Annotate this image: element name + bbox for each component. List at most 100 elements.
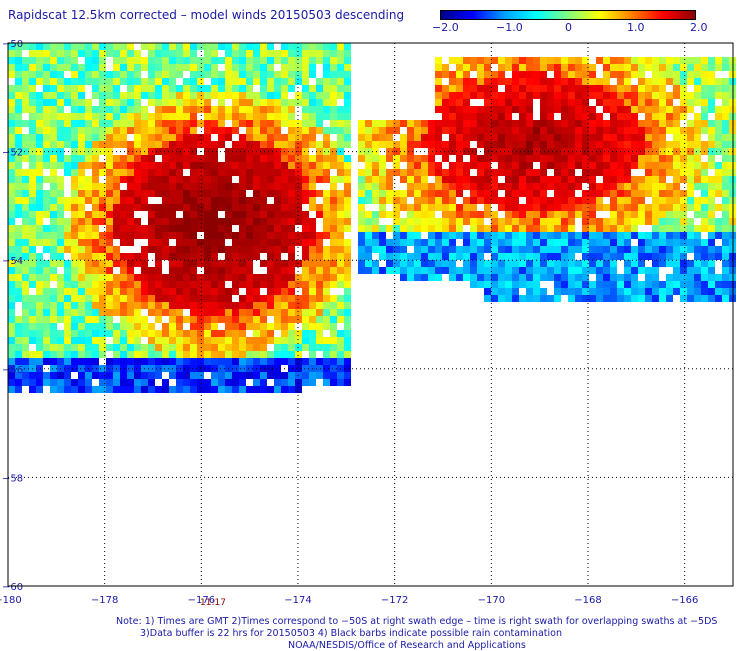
wind-cell: [680, 64, 687, 71]
wind-cell: [638, 218, 645, 225]
wind-cell: [246, 344, 253, 351]
wind-cell: [596, 113, 603, 120]
wind-cell: [470, 155, 477, 162]
wind-cell: [267, 57, 274, 64]
wind-cell: [8, 155, 15, 162]
wind-cell: [673, 141, 680, 148]
wind-cell: [274, 120, 281, 127]
wind-cell: [239, 169, 246, 176]
wind-cell: [85, 176, 92, 183]
wind-cell: [260, 85, 267, 92]
wind-cell: [8, 120, 15, 127]
wind-cell: [386, 239, 393, 246]
wind-cell: [239, 85, 246, 92]
wind-cell: [337, 330, 344, 337]
wind-cell: [442, 120, 449, 127]
wind-cell: [155, 120, 162, 127]
wind-cell: [323, 351, 330, 358]
wind-cell: [442, 190, 449, 197]
wind-cell: [603, 141, 610, 148]
wind-cell: [365, 253, 372, 260]
wind-cell: [631, 162, 638, 169]
wind-cell: [22, 176, 29, 183]
wind-cell: [281, 120, 288, 127]
wind-cell: [225, 134, 232, 141]
wind-cell: [85, 106, 92, 113]
wind-cell: [43, 246, 50, 253]
wind-cell: [295, 218, 302, 225]
wind-cell: [701, 190, 708, 197]
wind-cell: [582, 211, 589, 218]
wind-cell: [155, 204, 162, 211]
wind-cell: [204, 155, 211, 162]
wind-cell: [302, 57, 309, 64]
wind-cell: [281, 358, 288, 365]
wind-cell: [204, 197, 211, 204]
wind-cell: [253, 197, 260, 204]
wind-cell: [120, 323, 127, 330]
wind-cell: [197, 295, 204, 302]
wind-cell: [253, 225, 260, 232]
wind-cell: [43, 120, 50, 127]
wind-cell: [337, 281, 344, 288]
wind-cell: [456, 162, 463, 169]
wind-cell: [239, 239, 246, 246]
wind-cell: [260, 309, 267, 316]
wind-cell: [218, 246, 225, 253]
wind-cell: [673, 106, 680, 113]
wind-cell: [540, 113, 547, 120]
wind-cell: [8, 239, 15, 246]
wind-cell: [498, 232, 505, 239]
wind-cell: [169, 260, 176, 267]
wind-cell: [281, 183, 288, 190]
wind-cell: [435, 127, 442, 134]
wind-cell: [281, 211, 288, 218]
wind-cell: [631, 99, 638, 106]
wind-cell: [85, 50, 92, 57]
wind-cell: [337, 302, 344, 309]
wind-cell: [225, 218, 232, 225]
wind-cell: [512, 120, 519, 127]
wind-cell: [204, 204, 211, 211]
wind-cell: [183, 197, 190, 204]
wind-cell: [386, 246, 393, 253]
wind-cell: [204, 232, 211, 239]
wind-cell: [715, 232, 722, 239]
wind-cell: [92, 50, 99, 57]
wind-cell: [547, 99, 554, 106]
wind-cell: [78, 386, 85, 393]
wind-cell: [267, 43, 274, 50]
wind-cell: [512, 64, 519, 71]
wind-cell: [134, 106, 141, 113]
wind-cell: [498, 288, 505, 295]
wind-cell: [526, 260, 533, 267]
wind-cell: [372, 134, 379, 141]
wind-cell: [253, 50, 260, 57]
wind-cell: [673, 197, 680, 204]
wind-cell: [211, 372, 218, 379]
wind-cell: [624, 218, 631, 225]
wind-cell: [57, 106, 64, 113]
wind-cell: [204, 337, 211, 344]
wind-cell: [596, 169, 603, 176]
wind-cell: [484, 288, 491, 295]
wind-cell: [484, 225, 491, 232]
wind-cell: [372, 176, 379, 183]
wind-cell: [624, 274, 631, 281]
wind-cell: [568, 190, 575, 197]
wind-cell: [141, 379, 148, 386]
wind-cell: [666, 211, 673, 218]
wind-cell: [379, 211, 386, 218]
wind-cell: [582, 99, 589, 106]
wind-cell: [722, 64, 729, 71]
wind-cell: [701, 260, 708, 267]
wind-cell: [113, 225, 120, 232]
wind-cell: [414, 183, 421, 190]
wind-cell: [204, 288, 211, 295]
wind-cell: [232, 232, 239, 239]
wind-cell: [491, 155, 498, 162]
wind-cell: [99, 386, 106, 393]
wind-cell: [148, 120, 155, 127]
wind-cell: [722, 211, 729, 218]
wind-cell: [190, 330, 197, 337]
